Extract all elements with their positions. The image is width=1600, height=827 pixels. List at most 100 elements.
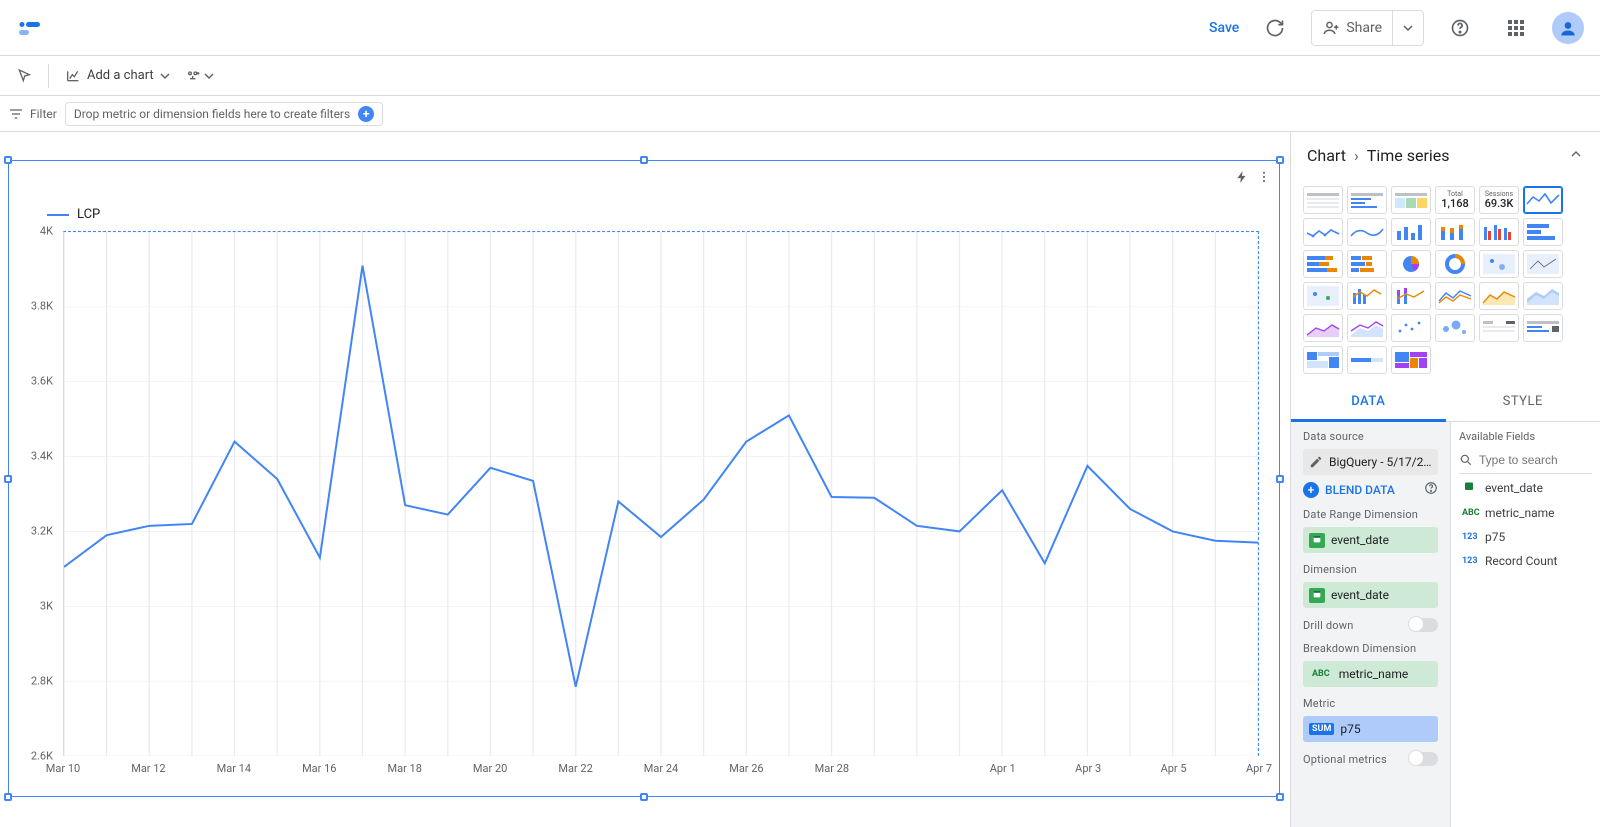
community-viz-button[interactable] [186,60,214,92]
chart-type-option[interactable] [1391,250,1431,278]
chart-type-option[interactable] [1303,186,1343,214]
chart-type-option[interactable] [1435,282,1475,310]
aggregation-tag: SUM [1309,723,1334,735]
text-type-icon: ABC [1309,668,1333,680]
selected-chart[interactable]: LCP 2.6K2.8K3K3.2K3.4K3.6K3.8K4K Mar 10M… [8,160,1280,797]
chart-type-option[interactable] [1391,282,1431,310]
chart-type-option[interactable] [1391,346,1431,374]
available-field[interactable]: ABCmetric_name [1459,501,1592,525]
chart-type-option[interactable] [1303,218,1343,246]
filter-bar: Filter Drop metric or dimension fields h… [0,96,1600,132]
chart-type-option[interactable] [1479,282,1519,310]
chart-type-option[interactable] [1435,218,1475,246]
breakdown-chip[interactable]: ABC metric_name [1303,661,1438,687]
toolbar: Add a chart [0,56,1600,96]
chart-type-option[interactable] [1347,250,1387,278]
drill-down-toggle[interactable] [1410,618,1438,632]
collapse-panel-icon[interactable] [1568,146,1584,166]
pointer-tool[interactable] [8,60,40,92]
refresh-icon[interactable] [1255,8,1295,48]
tab-style[interactable]: STYLE [1446,384,1600,421]
calendar-icon [1309,533,1325,548]
available-fields: Available Fields event_dateABCmetric_nam… [1450,422,1600,827]
x-axis-label: Mar 10 [46,762,80,775]
data-source-value: BigQuery - 5/17/2… [1329,455,1431,469]
pencil-icon [1309,455,1323,469]
chart-type-option[interactable] [1479,218,1519,246]
dimension-chip[interactable]: event_date [1303,582,1438,608]
add-chart-button[interactable]: Add a chart [57,60,178,92]
chart-type-option[interactable] [1347,282,1387,310]
chart-type-option[interactable] [1479,314,1519,342]
resize-handle[interactable] [1276,793,1284,801]
panel-subtitle: Time series [1367,146,1450,165]
available-fields-title: Available Fields [1459,430,1592,443]
available-field[interactable]: 123Record Count [1459,549,1592,573]
account-avatar[interactable] [1552,12,1584,44]
chart-type-option[interactable] [1435,250,1475,278]
calendar-icon [1309,588,1325,603]
optional-metrics-toggle[interactable] [1410,752,1438,766]
chart-type-option[interactable] [1303,346,1343,374]
chart-type-option[interactable] [1347,314,1387,342]
resize-handle[interactable] [4,156,12,164]
chart-type-option[interactable] [1391,218,1431,246]
chart-type-option[interactable] [1303,314,1343,342]
tab-data[interactable]: DATA [1291,384,1446,422]
filter-drop-zone[interactable]: Drop metric or dimension fields here to … [65,102,383,126]
chart-type-option[interactable] [1347,218,1387,246]
chart-type-option[interactable] [1523,282,1563,310]
report-canvas[interactable]: LCP 2.6K2.8K3K3.2K3.4K3.6K3.8K4K Mar 10M… [0,132,1290,827]
x-axis-label: Mar 14 [217,762,251,775]
metric-chip[interactable]: SUM p75 [1303,716,1438,742]
chart-type-option[interactable] [1391,314,1431,342]
resize-handle[interactable] [1276,475,1284,483]
add-filter-icon[interactable]: + [358,106,374,122]
date-range-chip[interactable]: event_date [1303,527,1438,553]
x-axis-label: Mar 28 [815,762,849,775]
properties-panel: Chart › Time series Total1,168Sessions69… [1290,132,1600,827]
chart-menu-icon[interactable] [1257,169,1271,188]
add-chart-label: Add a chart [87,68,154,83]
optional-metrics-title: Optional metrics [1303,753,1387,766]
chart-type-option[interactable] [1303,282,1343,310]
apps-icon[interactable] [1496,8,1536,48]
chart-plot-area [63,231,1259,756]
y-axis-label: 3.6K [31,375,53,388]
resize-handle[interactable] [4,793,12,801]
help-icon[interactable] [1424,481,1438,498]
share-dropdown[interactable] [1393,23,1423,33]
chart-type-option[interactable] [1435,314,1475,342]
help-icon[interactable] [1440,8,1480,48]
available-field[interactable]: 123p75 [1459,525,1592,549]
chart-type-option[interactable] [1479,250,1519,278]
y-axis-label: 3.4K [31,450,53,463]
field-search-input[interactable] [1459,449,1592,474]
chart-type-option[interactable] [1523,186,1563,214]
resize-handle[interactable] [640,793,648,801]
panel-title: Chart [1307,146,1346,165]
share-button[interactable]: Share [1311,10,1424,46]
chart-type-option[interactable] [1523,250,1563,278]
chart-type-option[interactable] [1347,346,1387,374]
x-axis-label: Apr 7 [1246,762,1272,775]
lightning-icon[interactable] [1235,169,1249,188]
filter-icon [8,106,24,122]
blend-data-button[interactable]: +BLEND DATA [1303,481,1438,498]
data-source-chip[interactable]: BigQuery - 5/17/2… [1303,449,1438,475]
resize-handle[interactable] [640,156,648,164]
save-button[interactable]: Save [1209,20,1239,36]
chart-type-option[interactable] [1523,314,1563,342]
chart-type-option[interactable] [1391,186,1431,214]
chart-type-option[interactable]: Total1,168 [1435,186,1475,214]
y-axis-label: 3K [40,600,53,613]
chart-type-option[interactable] [1303,250,1343,278]
filter-label: Filter [30,107,57,121]
available-field[interactable]: event_date [1459,474,1592,501]
date-range-title: Date Range Dimension [1303,508,1438,521]
chart-type-option[interactable]: Sessions69.3K [1479,186,1519,214]
chart-type-option[interactable] [1523,218,1563,246]
app-logo[interactable] [16,14,44,42]
chart-type-option[interactable] [1347,186,1387,214]
resize-handle[interactable] [1276,156,1284,164]
